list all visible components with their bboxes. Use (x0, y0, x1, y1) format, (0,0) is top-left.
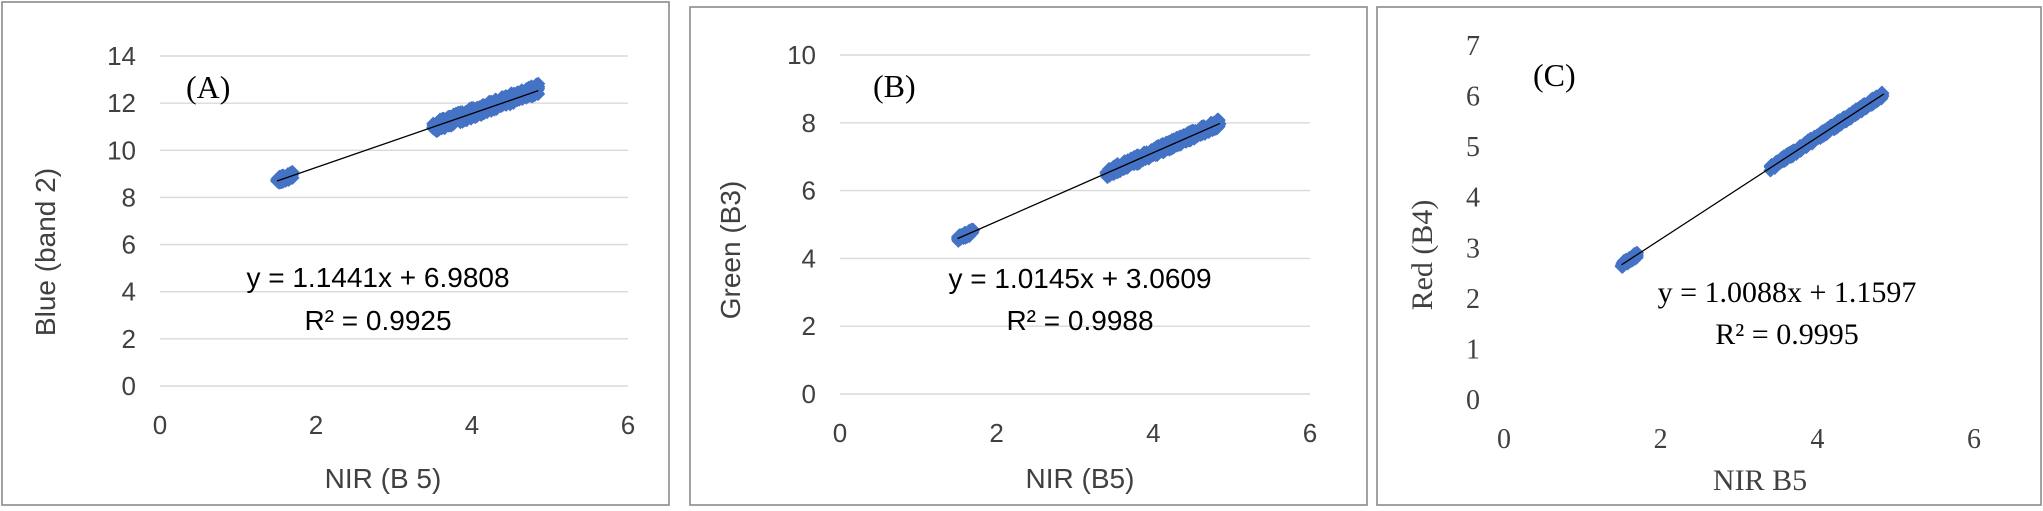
panel-b-grid (840, 54, 1310, 395)
panel-a-data-point (471, 107, 486, 122)
panel-a-y-tick-label: 0 (122, 371, 136, 401)
panel-b-y-tick-label: 10 (787, 40, 816, 70)
panel-b-data-point (1188, 123, 1203, 138)
panel-b: 0 2 4 6 8 10 0 2 4 6 (B) y = 1.0145x + 3.0609 R²… (689, 6, 1368, 506)
panel-b-equation: y = 1.0145x + 3.0609 (948, 263, 1211, 294)
panel-c-r-squared: R² = 0.9995 (1715, 318, 1858, 351)
panel-c-x-tick-label: 0 (1497, 424, 1511, 455)
panel-a-y-tick-label: 4 (122, 277, 136, 307)
panel-a-trendline (276, 90, 539, 182)
panel-b-frame (689, 6, 1368, 506)
panel-c-y-tick-label: 0 (1466, 385, 1480, 416)
panel-c-y-tick-label: 6 (1466, 82, 1480, 113)
panel-b-x-tick-labels: 0 2 4 6 (833, 418, 1317, 448)
panel-b-tag: (B) (873, 68, 916, 104)
panel-a-y-tick-label: 14 (107, 41, 136, 71)
panel-a-y-axis-label: Blue (band 2) (30, 168, 61, 336)
panel-a-points (270, 76, 546, 190)
panel-b-r-squared: R² = 0.9988 (1006, 305, 1153, 336)
panel-a-grid (160, 55, 628, 387)
panel-c-data-point (1874, 85, 1889, 100)
panel-a: 0 2 4 6 8 10 12 14 0 2 4 6 (A) y = 1.1441x + 6.980… (1, 1, 670, 506)
panel-a-x-axis-label: NIR (B 5) (325, 463, 442, 494)
panel-c-x-tick-label: 4 (1810, 424, 1824, 455)
panel-a-y-tick-label: 8 (122, 182, 136, 212)
panel-b-trendline (957, 122, 1221, 240)
panel-a-x-tick-label: 4 (465, 410, 479, 440)
panel-b-y-axis-label: Green (B3) (715, 181, 746, 320)
panel-c-y-tick-label: 7 (1466, 31, 1480, 62)
panel-b-y-tick-label: 4 (802, 243, 816, 273)
panel-c-x-axis-label: NIR B5 (1713, 464, 1807, 497)
panel-c-x-tick-label: 2 (1654, 424, 1668, 455)
panel-c-y-tick-label: 3 (1466, 233, 1480, 264)
panel-b-y-tick-label: 2 (802, 311, 816, 341)
panel-b-y-tick-label: 0 (802, 379, 816, 409)
panel-b-x-tick-label: 4 (1146, 418, 1160, 448)
panel-a-data-point (496, 91, 511, 106)
panel-b-y-tick-labels: 0 2 4 6 8 10 (787, 40, 816, 409)
panel-b-data-point (965, 224, 980, 239)
panel-c-y-tick-label: 2 (1466, 284, 1480, 315)
panel-c-data-point (1789, 146, 1804, 161)
panel-a-x-tick-label: 0 (153, 410, 167, 440)
panel-a-y-axis-label-part-1: Blue ( (30, 262, 61, 336)
panel-a-y-tick-label: 2 (122, 324, 136, 354)
panel-a-data-point (530, 80, 545, 95)
panel-a-r-squared: R² = 0.9925 (304, 305, 451, 336)
panel-a-data-point (525, 89, 540, 104)
panel-c-y-tick-labels: 0 1 2 3 4 5 6 7 (1466, 31, 1480, 416)
panel-c-frame (1376, 6, 2042, 506)
panel-b-data-point (1110, 165, 1125, 180)
panel-c-equation: y = 1.0088x + 1.1597 (1658, 276, 1917, 309)
panel-b-x-tick-label: 0 (833, 418, 847, 448)
panel-c: 0 1 2 3 4 5 6 7 0 2 4 6 (C) y = 1.0088x + 1.1597 R… (1376, 6, 2042, 506)
panel-a-x-tick-labels: 0 2 4 6 (153, 410, 635, 440)
panel-c-tag: (C) (1533, 57, 1576, 93)
panel-a-tag: (A) (186, 69, 230, 105)
panel-a-data-point (482, 98, 497, 113)
panel-c-y-axis-label: Red (B4) (1406, 200, 1439, 311)
panel-a-y-tick-label: 6 (122, 230, 136, 260)
panel-b-y-tick-label: 6 (802, 176, 816, 206)
panel-a-y-axis-label-part-2: band 2 (30, 177, 61, 263)
panel-a-x-tick-label: 6 (621, 410, 635, 440)
panel-c-x-tick-label: 6 (1967, 424, 1981, 455)
panel-a-y-tick-label: 10 (107, 135, 136, 165)
panel-c-data-point (1803, 132, 1818, 147)
panel-a-data-point (272, 170, 287, 185)
panel-c-y-tick-label: 1 (1466, 334, 1480, 365)
panel-c-x-tick-labels: 0 2 4 6 (1497, 424, 1981, 455)
panel-b-x-axis-label: NIR (B5) (1026, 463, 1135, 494)
panel-b-y-tick-label: 8 (802, 108, 816, 138)
panel-a-y-tick-labels: 0 2 4 6 8 10 12 14 (107, 41, 136, 401)
panel-c-y-tick-label: 5 (1466, 132, 1480, 163)
panel-b-data-point (1150, 146, 1165, 161)
panel-b-data-point (1210, 119, 1225, 134)
panel-c-trendline (1621, 93, 1885, 266)
panel-a-x-tick-label: 2 (309, 410, 323, 440)
panel-a-y-axis-label-part-3: ) (30, 168, 61, 177)
panel-b-x-tick-label: 2 (989, 418, 1003, 448)
panel-a-frame (1, 1, 670, 506)
panel-c-y-tick-label: 4 (1466, 183, 1480, 214)
panel-b-x-tick-label: 6 (1303, 418, 1317, 448)
panel-a-equation: y = 1.1441x + 6.9808 (246, 262, 509, 293)
panel-a-y-tick-label: 12 (107, 88, 136, 118)
